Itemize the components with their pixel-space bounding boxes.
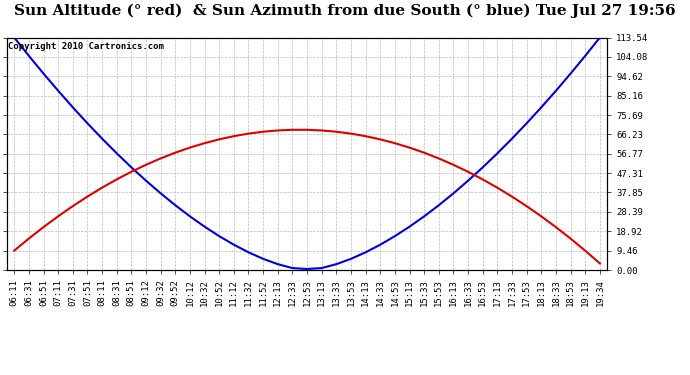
Text: Sun Altitude (° red)  & Sun Azimuth from due South (° blue) Tue Jul 27 19:56: Sun Altitude (° red) & Sun Azimuth from … <box>14 4 676 18</box>
Text: Copyright 2010 Cartronics.com: Copyright 2010 Cartronics.com <box>8 42 164 51</box>
